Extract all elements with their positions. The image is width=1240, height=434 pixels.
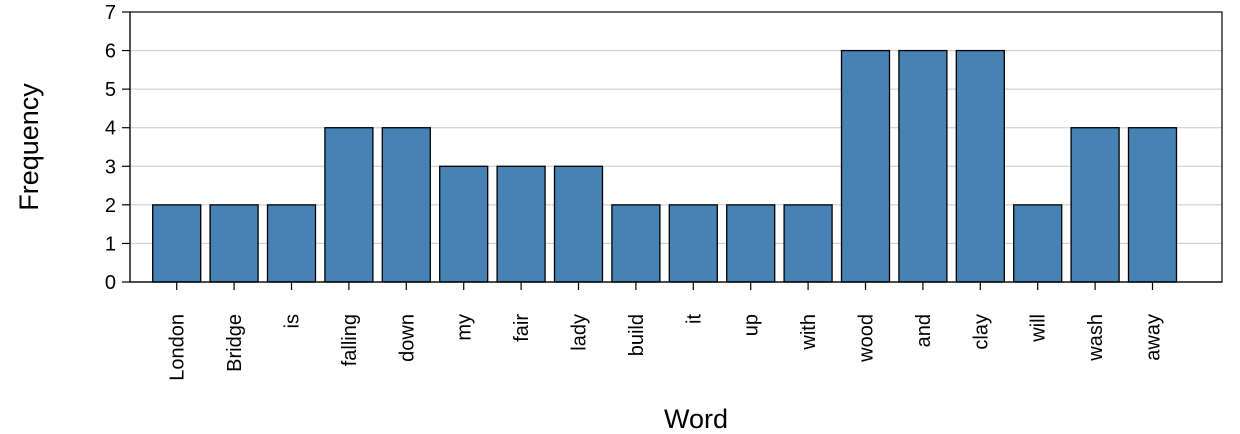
x-tick-label: build xyxy=(626,314,648,356)
x-tick-label: my xyxy=(454,314,476,341)
x-tick-label: London xyxy=(167,314,189,381)
y-tick-label: 6 xyxy=(105,41,116,63)
bar-away xyxy=(1127,127,1178,283)
bar-is xyxy=(266,204,317,283)
y-axis-ticks: 0 1 2 3 4 5 6 7 xyxy=(105,2,130,294)
bar-build xyxy=(611,204,661,283)
y-tick-label: 1 xyxy=(105,233,116,255)
y-tick-label: 7 xyxy=(105,2,116,24)
bar-bridge xyxy=(209,204,259,283)
x-axis-title: Word xyxy=(664,404,728,434)
bar-with xyxy=(783,204,833,283)
bar-wood xyxy=(840,49,891,283)
x-tick-label: is xyxy=(282,314,304,328)
plot-frame xyxy=(129,11,1223,283)
bar-it xyxy=(668,204,718,283)
x-tick-label: wood xyxy=(856,314,878,363)
bar-falling xyxy=(324,127,374,283)
bar-london xyxy=(152,204,202,283)
y-tick-label: 0 xyxy=(105,272,116,294)
y-tick-label: 3 xyxy=(105,156,116,178)
bar-will xyxy=(1013,204,1063,283)
y-axis-title: Frequency xyxy=(14,83,44,211)
x-tick-label: wash xyxy=(1085,314,1107,362)
x-tick-label: and xyxy=(913,314,935,347)
bar-clay xyxy=(955,49,1005,283)
bar-my xyxy=(439,165,489,283)
bar-lady xyxy=(553,165,604,283)
x-tick-label: clay xyxy=(970,314,992,350)
bar-up xyxy=(726,204,776,283)
x-tick-label: with xyxy=(798,314,820,351)
bar-down xyxy=(381,127,431,283)
x-tick-label: up xyxy=(741,314,763,336)
bar-fair xyxy=(496,165,546,283)
x-tick-label: Bridge xyxy=(224,314,246,372)
x-tick-label: down xyxy=(396,314,418,362)
x-tick-label: lady xyxy=(569,314,591,351)
y-tick-label: 2 xyxy=(105,195,116,217)
x-tick-label: will xyxy=(1028,314,1050,343)
x-axis-ticks: London Bridge is falling down my fair lady build… xyxy=(167,282,1165,381)
y-tick-label: 5 xyxy=(105,79,116,101)
x-tick-label: it xyxy=(683,314,705,324)
x-tick-label: fair xyxy=(511,314,533,342)
y-tick-label: 4 xyxy=(105,118,116,140)
x-tick-label: away xyxy=(1143,314,1165,361)
bars xyxy=(152,49,1178,283)
x-tick-label: falling xyxy=(339,314,361,366)
bar-wash xyxy=(1070,127,1120,283)
bar-and xyxy=(898,49,948,283)
